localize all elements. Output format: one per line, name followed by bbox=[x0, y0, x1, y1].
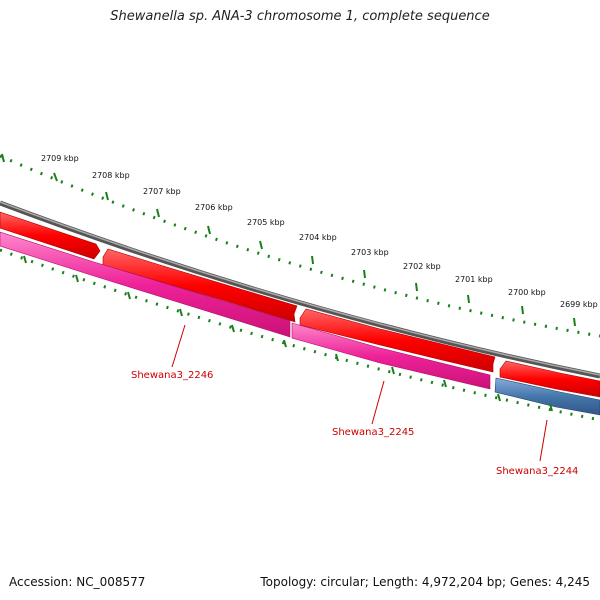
kbp-label: 2702 kbp bbox=[403, 262, 441, 271]
reverse-gene[interactable] bbox=[0, 231, 291, 338]
outer-tick bbox=[259, 240, 263, 250]
reverse-strand-genes bbox=[0, 231, 491, 390]
inner-ruler-minor bbox=[0, 248, 600, 422]
inner-tick bbox=[127, 291, 131, 300]
inner-tick bbox=[391, 366, 395, 375]
outer-ruler-ticks bbox=[1, 153, 576, 327]
inner-tick bbox=[335, 353, 339, 362]
kbp-label: 2706 kbp bbox=[195, 203, 233, 212]
kbp-label: 2700 kbp bbox=[508, 288, 546, 297]
reverse-gene[interactable] bbox=[291, 322, 491, 390]
kbp-label: 2709 kbp bbox=[41, 154, 79, 163]
kbp-label: 2704 kbp bbox=[299, 233, 337, 242]
inner-tick bbox=[75, 274, 79, 283]
backbone-highlight bbox=[0, 201, 600, 376]
outer-tick bbox=[311, 255, 314, 265]
outer-tick bbox=[207, 225, 211, 235]
outer-tick bbox=[573, 317, 576, 327]
outer-tick bbox=[1, 153, 5, 163]
kbp-label: 2701 kbp bbox=[455, 275, 493, 284]
outer-tick bbox=[105, 191, 109, 201]
topology-text: Topology: circular; Length: 4,972,204 bp… bbox=[260, 575, 590, 589]
outer-tick bbox=[156, 208, 160, 218]
forward-strand-genes bbox=[0, 211, 600, 398]
forward-gene[interactable] bbox=[299, 308, 496, 373]
inner-tick bbox=[549, 403, 553, 412]
inner-tick bbox=[23, 255, 27, 264]
other-gene[interactable] bbox=[494, 377, 600, 416]
outer-tick bbox=[521, 305, 524, 315]
map-title: Shewanella sp. ANA-3 chromosome 1, compl… bbox=[110, 9, 490, 24]
outer-tick bbox=[363, 269, 366, 279]
leader-line bbox=[371, 380, 385, 425]
inner-tick bbox=[231, 324, 235, 333]
kbp-label: 2699 kbp bbox=[560, 300, 598, 309]
inner-tick bbox=[283, 339, 287, 348]
kbp-labels: 2709 kbp 2708 kbp 2707 kbp 2706 kbp 2705… bbox=[41, 154, 598, 309]
inner-tick bbox=[443, 379, 447, 388]
gene-label[interactable]: Shewana3_2244 bbox=[496, 466, 578, 477]
gene-label[interactable]: Shewana3_2246 bbox=[131, 370, 213, 381]
leader-line bbox=[171, 324, 186, 368]
gene-labels: Shewana3_2246 Shewana3_2245 Shewana3_224… bbox=[131, 324, 578, 477]
inner-ruler-ticks bbox=[23, 255, 553, 412]
kbp-label: 2708 kbp bbox=[92, 171, 130, 180]
outer-tick bbox=[415, 282, 418, 292]
outer-tick bbox=[53, 172, 58, 182]
accession-text: Accession: NC_008577 bbox=[9, 575, 146, 589]
outer-tick bbox=[467, 294, 470, 304]
gene-label[interactable]: Shewana3_2245 bbox=[332, 427, 414, 438]
kbp-label: 2707 kbp bbox=[143, 187, 181, 196]
outer-ruler-minor bbox=[0, 154, 600, 338]
leader-line bbox=[539, 419, 548, 462]
kbp-label: 2703 kbp bbox=[351, 248, 389, 257]
forward-gene[interactable] bbox=[499, 360, 600, 398]
forward-gene[interactable] bbox=[0, 211, 101, 260]
kbp-label: 2705 kbp bbox=[247, 218, 285, 227]
backbone bbox=[0, 200, 600, 379]
inner-tick bbox=[179, 308, 183, 317]
inner-tick bbox=[497, 393, 501, 402]
